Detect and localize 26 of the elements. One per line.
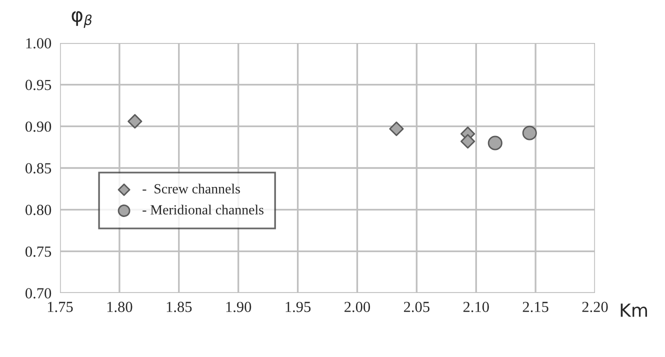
y-tick-label: 1.00 — [26, 38, 52, 49]
y-tick-label: 0.95 — [26, 80, 52, 90]
legend-label: - Meridional channels — [142, 204, 264, 215]
x-tick-label: 1.95 — [286, 302, 311, 312]
x-tick-label: 2.20 — [582, 302, 608, 312]
x-tick-label: 2.05 — [404, 302, 430, 312]
x-tick-label: 1.75 — [48, 302, 73, 312]
point — [128, 114, 142, 129]
x-axis-title: Km — [620, 304, 647, 317]
x-tick-label: 1.90 — [226, 302, 252, 312]
x-tick-label: 2.15 — [522, 302, 548, 312]
x-tick-label: 1.85 — [166, 302, 192, 312]
legend-label: - Screw channels — [142, 184, 240, 194]
point — [389, 122, 404, 136]
point — [488, 136, 502, 150]
point — [460, 134, 476, 149]
y-tick-label: 0.85 — [26, 163, 52, 174]
x-tick-label: 2.10 — [463, 302, 489, 312]
y-tick-label: 0.75 — [26, 246, 52, 257]
x-tick-label: 2.00 — [344, 302, 370, 312]
y-tick-label: 0.80 — [26, 204, 52, 216]
x-tick-label: 1.80 — [107, 302, 132, 312]
y-tick-label: 0.90 — [26, 121, 52, 132]
point — [522, 126, 537, 140]
y-tick-label: 0.70 — [26, 288, 52, 299]
y-axis-title: φ$_{β}$ — [72, 11, 92, 28]
